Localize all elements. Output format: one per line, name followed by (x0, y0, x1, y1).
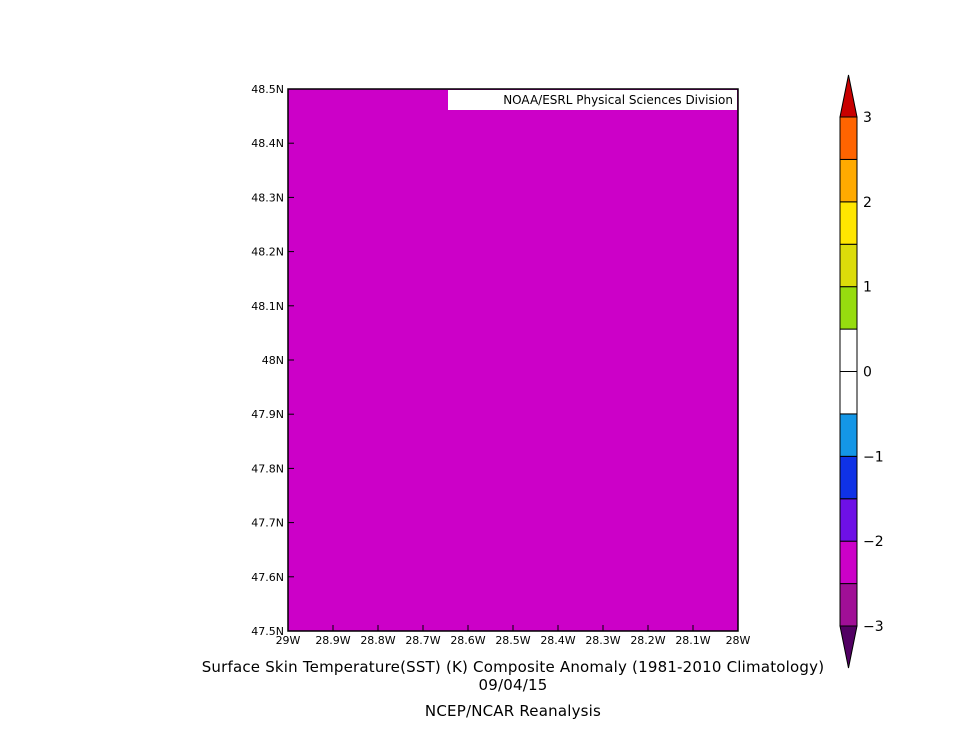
x-tick-label: 28W (726, 634, 751, 647)
colorbar-bin (839, 328, 858, 373)
colorbar-bin (839, 243, 858, 288)
x-tick-label: 28.5W (495, 634, 530, 647)
colorbar-bin (839, 371, 858, 415)
x-tick-label: 28.9W (315, 634, 350, 647)
colorbar-tick-label: 2 (863, 195, 872, 211)
colorbar-bin (839, 498, 858, 542)
y-tick-label: 47.9N (251, 408, 284, 421)
x-tick-label: 28.3W (585, 634, 620, 647)
sst-anomaly-field (288, 89, 738, 631)
y-tick-label: 47.6N (251, 571, 284, 584)
credit-label: NOAA/ESRL Physical Sciences Division (503, 93, 733, 107)
colorbar-bin (839, 158, 858, 203)
colorbar-bin (839, 201, 858, 245)
y-tick-label: 48.2N (251, 246, 284, 259)
chart-title: Surface Skin Temperature(SST) (K) Compos… (202, 658, 825, 676)
y-tick-label: 47.8N (251, 462, 284, 475)
y-tick-label: 48.4N (251, 137, 284, 150)
colorbar-bin (839, 116, 858, 160)
y-tick-label: 48N (262, 354, 284, 367)
y-axis-ticks: 47.5N 47.6N 47.7N 47.8N 47.9N 48N 48.1N 48.2N 48… (251, 83, 294, 638)
credit-box (448, 90, 737, 110)
x-tick-label: 28.4W (540, 634, 575, 647)
colorbar: −3 −2 −1 0 1 2 3 (839, 74, 884, 669)
x-tick-label: 28.6W (450, 634, 485, 647)
colorbar-bin (839, 583, 858, 627)
colorbar-tick-label: 0 (863, 365, 872, 381)
plot-frame (287, 88, 739, 632)
colorbar-bin (839, 413, 858, 457)
x-tick-label: 29W (276, 634, 301, 647)
y-tick-label: 48.5N (251, 83, 284, 96)
chart-date: 09/04/15 (479, 676, 548, 694)
y-tick-label: 47.7N (251, 517, 284, 530)
y-tick-label: 47.5N (251, 625, 284, 638)
x-tick-label: 28.1W (675, 634, 710, 647)
colorbar-bin (839, 286, 858, 330)
colorbar-bin (839, 540, 858, 585)
x-tick-label: 28.2W (630, 634, 665, 647)
x-axis-ticks: 29W 28.9W 28.8W 28.7W 28.6W 28.5W 28.4W 28.3W 28… (276, 625, 751, 647)
y-tick-label: 48.1N (251, 300, 284, 313)
colorbar-tick-label: −1 (863, 449, 884, 465)
colorbar-tick-label: −2 (863, 534, 884, 550)
colorbar-bin (839, 455, 858, 500)
y-tick-label: 48.3N (251, 191, 284, 204)
chart-source: NCEP/NCAR Reanalysis (425, 702, 601, 720)
colorbar-tick-label: 3 (863, 110, 872, 126)
x-tick-label: 28.7W (405, 634, 440, 647)
colorbar-tick-label: 1 (863, 280, 872, 296)
x-tick-label: 28.8W (360, 634, 395, 647)
colorbar-tick-label: −3 (863, 619, 884, 635)
